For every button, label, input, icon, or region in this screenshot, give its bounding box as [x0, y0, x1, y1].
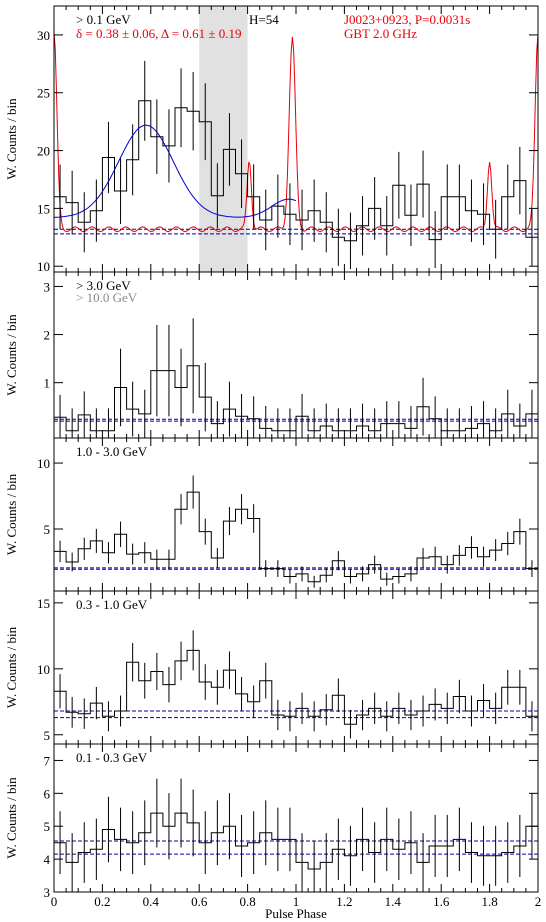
x-tick-label: 0.6: [191, 894, 208, 909]
y-tick-label: 25: [37, 86, 50, 101]
y-tick-label: 30: [37, 28, 50, 43]
radio-profile-curve: [53, 32, 539, 233]
energy-range-label-secondary: > 10.0 GeV: [76, 290, 138, 305]
y-tick-label: 15: [37, 596, 50, 611]
x-tick-label: 0.2: [94, 894, 110, 909]
y-tick-label: 4: [44, 852, 51, 867]
y-tick-label: 1: [44, 376, 51, 391]
x-tick-label: 1.6: [433, 894, 450, 909]
x-tick-label: 0.4: [143, 894, 160, 909]
y-axis-label: W. Counts / bin: [4, 777, 19, 859]
energy-range-label: 0.1 - 0.3 GeV: [76, 750, 148, 765]
y-tick-label: 3: [44, 885, 51, 900]
h-test-label: H=54: [249, 12, 279, 27]
shaded-phase-region: [199, 6, 248, 272]
x-axis-label: Pulse Phase: [265, 906, 327, 921]
y-tick-label: 6: [44, 786, 51, 801]
y-tick-label: 5: [44, 728, 51, 743]
x-tick-label: 1.8: [481, 894, 497, 909]
histogram-step-line: [54, 812, 538, 870]
x-tick-label: 1: [293, 894, 300, 909]
fit-curve: [53, 124, 297, 218]
x-tick-label: 0.8: [239, 894, 255, 909]
y-tick-label: 2: [44, 328, 51, 343]
y-tick-label: 3: [44, 279, 51, 294]
energy-range-label: > 3.0 GeV: [76, 278, 131, 293]
y-axis-label: W. Counts / bin: [4, 626, 19, 708]
panel-5: 3 4 5 6 7 W. Counts / bin 0.1 - 0.3 GeV 0 0.2 0.4…: [4, 743, 542, 921]
panel-2: 1 2 3 W. Counts / bin > 3.0 GeV> 10.0 GeV: [4, 271, 539, 439]
panel-frame: [53, 743, 539, 893]
x-tick-label: 1.2: [336, 894, 352, 909]
y-axis-label: W. Counts / bin: [4, 473, 19, 555]
histogram-step-line: [54, 100, 538, 242]
y-tick-label: 5: [44, 522, 51, 537]
y-tick-label: 5: [44, 819, 51, 834]
y-axis-label: W. Counts / bin: [4, 314, 19, 396]
energy-range-label: > 0.1 GeV: [76, 12, 131, 27]
x-tick-label: 1.4: [385, 894, 402, 909]
x-tick-label: 0: [51, 894, 58, 909]
x-tick-label: 2: [535, 894, 542, 909]
stats-label: δ = 0.38 ± 0.06, Δ = 0.61 ± 0.19: [76, 26, 241, 41]
y-tick-label: 7: [44, 753, 51, 768]
y-tick-label: 10: [37, 456, 50, 471]
panel-4: 5 10 15 W. Counts / bin 0.3 - 1.0 GeV: [4, 590, 539, 745]
histogram-step-line: [54, 649, 538, 725]
y-tick-label: 20: [37, 144, 50, 159]
histogram-step-line: [54, 365, 538, 432]
y-tick-label: 15: [37, 201, 50, 216]
y-axis-label: W. Counts / bin: [4, 98, 19, 180]
panel-3: 5 10 W. Counts / bin 1.0 - 3.0 GeV: [4, 437, 539, 592]
pulsar-label: J0023+0923, P=0.0031s: [344, 12, 470, 27]
energy-range-label: 1.0 - 3.0 GeV: [76, 444, 148, 459]
radio-label: GBT 2.0 GHz: [344, 26, 417, 41]
y-tick-label: 10: [37, 662, 50, 677]
y-tick-label: 10: [37, 259, 50, 274]
energy-range-label: 0.3 - 1.0 GeV: [76, 597, 148, 612]
